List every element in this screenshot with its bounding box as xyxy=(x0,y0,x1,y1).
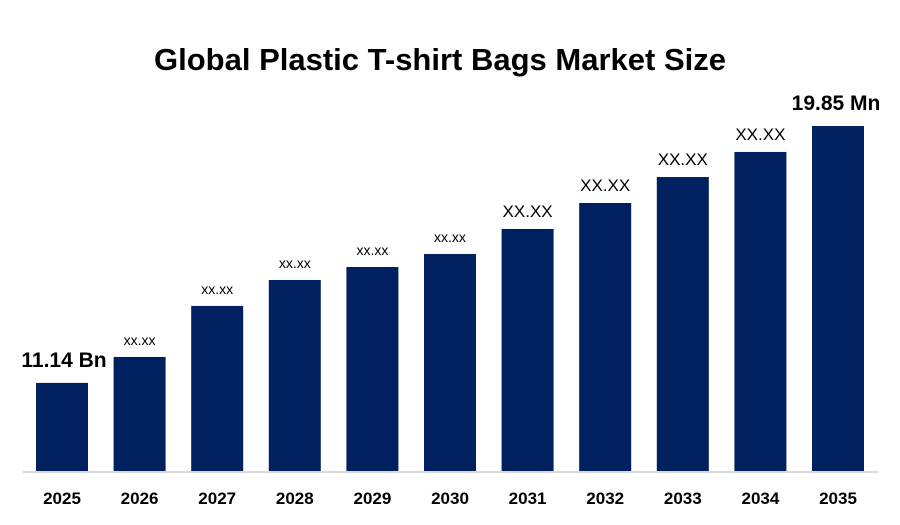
x-tick-2033: 2033 xyxy=(664,489,702,508)
bar-2029 xyxy=(346,266,399,472)
bar-2028 xyxy=(268,279,321,472)
x-tick-2025: 2025 xyxy=(43,489,81,508)
bar-2025 xyxy=(36,382,88,472)
bar-2030 xyxy=(424,254,476,472)
bar-2027 xyxy=(191,305,244,472)
x-tick-2029: 2029 xyxy=(353,489,391,508)
bars-group xyxy=(36,126,864,472)
data-label-2029: xx.xx xyxy=(356,242,388,258)
data-label-2034: XX.XX xyxy=(735,125,785,144)
x-tick-labels: 2025 2026 2027 2028 2029 2030 2031 2032 2033 2034… xyxy=(43,489,857,508)
data-label-2030: xx.xx xyxy=(434,229,466,245)
data-label-2028: xx.xx xyxy=(279,255,311,271)
chart-title: Global Plastic T-shirt Bags Market Size xyxy=(154,42,726,77)
bar-2031 xyxy=(501,228,554,472)
bar-2035 xyxy=(812,126,864,472)
bar-2033 xyxy=(656,177,709,472)
data-label-2035: 19.85 Mn xyxy=(792,92,881,115)
data-label-2033: XX.XX xyxy=(658,150,708,169)
data-label-2026: xx.xx xyxy=(124,332,156,348)
data-labels: 11.14 Bn xx.xx xx.xx xx.xx xx.xx xx.xx XX.XX XX… xyxy=(21,92,880,372)
x-tick-2035: 2035 xyxy=(819,489,857,508)
x-tick-2028: 2028 xyxy=(276,489,314,508)
x-tick-2032: 2032 xyxy=(586,489,624,508)
x-tick-2034: 2034 xyxy=(741,489,779,508)
x-tick-2030: 2030 xyxy=(431,489,469,508)
data-label-2027: xx.xx xyxy=(201,281,233,297)
bar-2034 xyxy=(734,151,787,472)
data-label-2032: XX.XX xyxy=(580,176,630,195)
x-tick-2026: 2026 xyxy=(121,489,159,508)
data-label-2025: 11.14 Bn xyxy=(21,349,106,372)
bar-2032 xyxy=(579,202,632,472)
x-tick-2031: 2031 xyxy=(509,489,547,508)
bar-2026 xyxy=(113,356,166,472)
data-label-2031: XX.XX xyxy=(503,202,553,221)
x-tick-2027: 2027 xyxy=(198,489,236,508)
